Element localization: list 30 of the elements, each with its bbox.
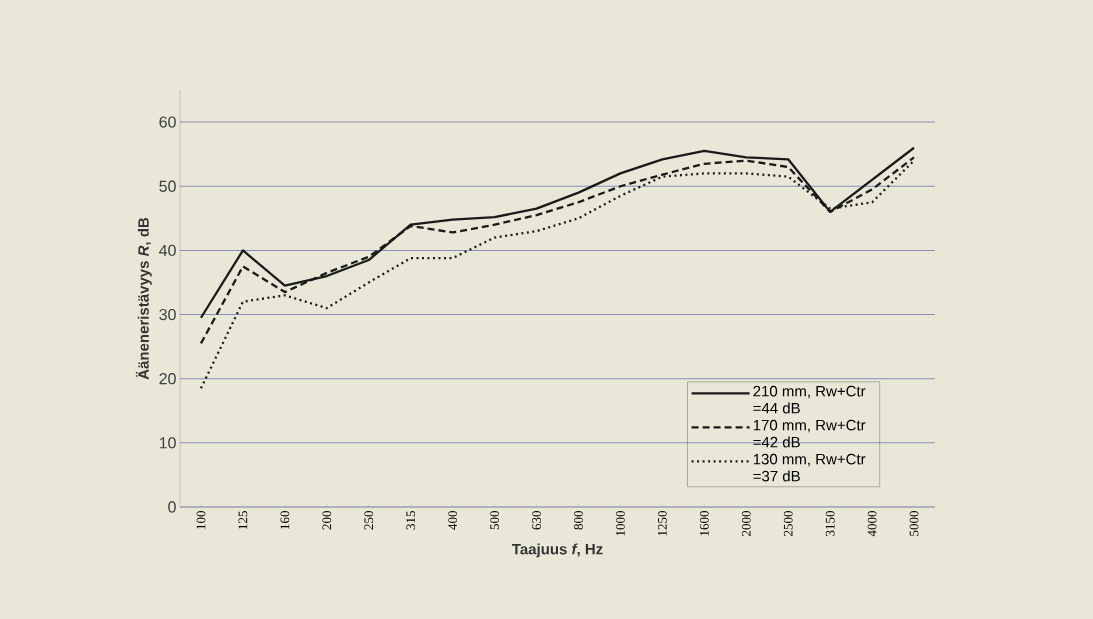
y-axis-title: Ääneneristävyys R, dB [135,217,152,380]
x-tick-label: 5000 [909,511,919,536]
x-tick-label: 1600 [699,511,709,536]
x-tick-label: 500 [490,511,499,530]
legend-label: 170 mm, Rw+Ctr =42 dB [753,419,866,448]
x-axis-title: Taajuus f, Hz [511,543,603,558]
legend-label: 210 mm, Rw+Ctr =44 dB [753,385,866,414]
legend-label: 130 mm, Rw+Ctr =37 dB [753,453,866,482]
y-tick-label: 0 [168,501,176,513]
x-tick-label: 3150 [825,511,835,536]
x-tick-label: 400 [448,511,458,530]
x-tick-label: 800 [574,511,583,530]
x-tick-label: 1000 [616,511,625,536]
x-tick-label: 1250 [657,511,667,536]
y-tick-label: 40 [159,244,176,257]
y-tick-label: 50 [159,180,176,192]
x-tick-label: 200 [322,511,332,530]
x-tick-label: 315 [406,511,416,530]
y-tick-label: 20 [159,373,176,385]
x-tick-label: 250 [364,511,374,530]
x-tick-label: 100 [196,511,206,529]
x-tick-label: 630 [532,511,541,530]
y-tick-label: 30 [159,308,176,321]
y-tick-label: 60 [159,116,176,128]
x-tick-label: 125 [238,511,248,529]
y-tick-label: 10 [159,437,176,449]
x-tick-label: 2500 [783,511,793,536]
x-tick-label: 2000 [741,511,751,536]
x-tick-label: 160 [280,511,290,529]
x-tick-label: 4000 [867,511,877,537]
